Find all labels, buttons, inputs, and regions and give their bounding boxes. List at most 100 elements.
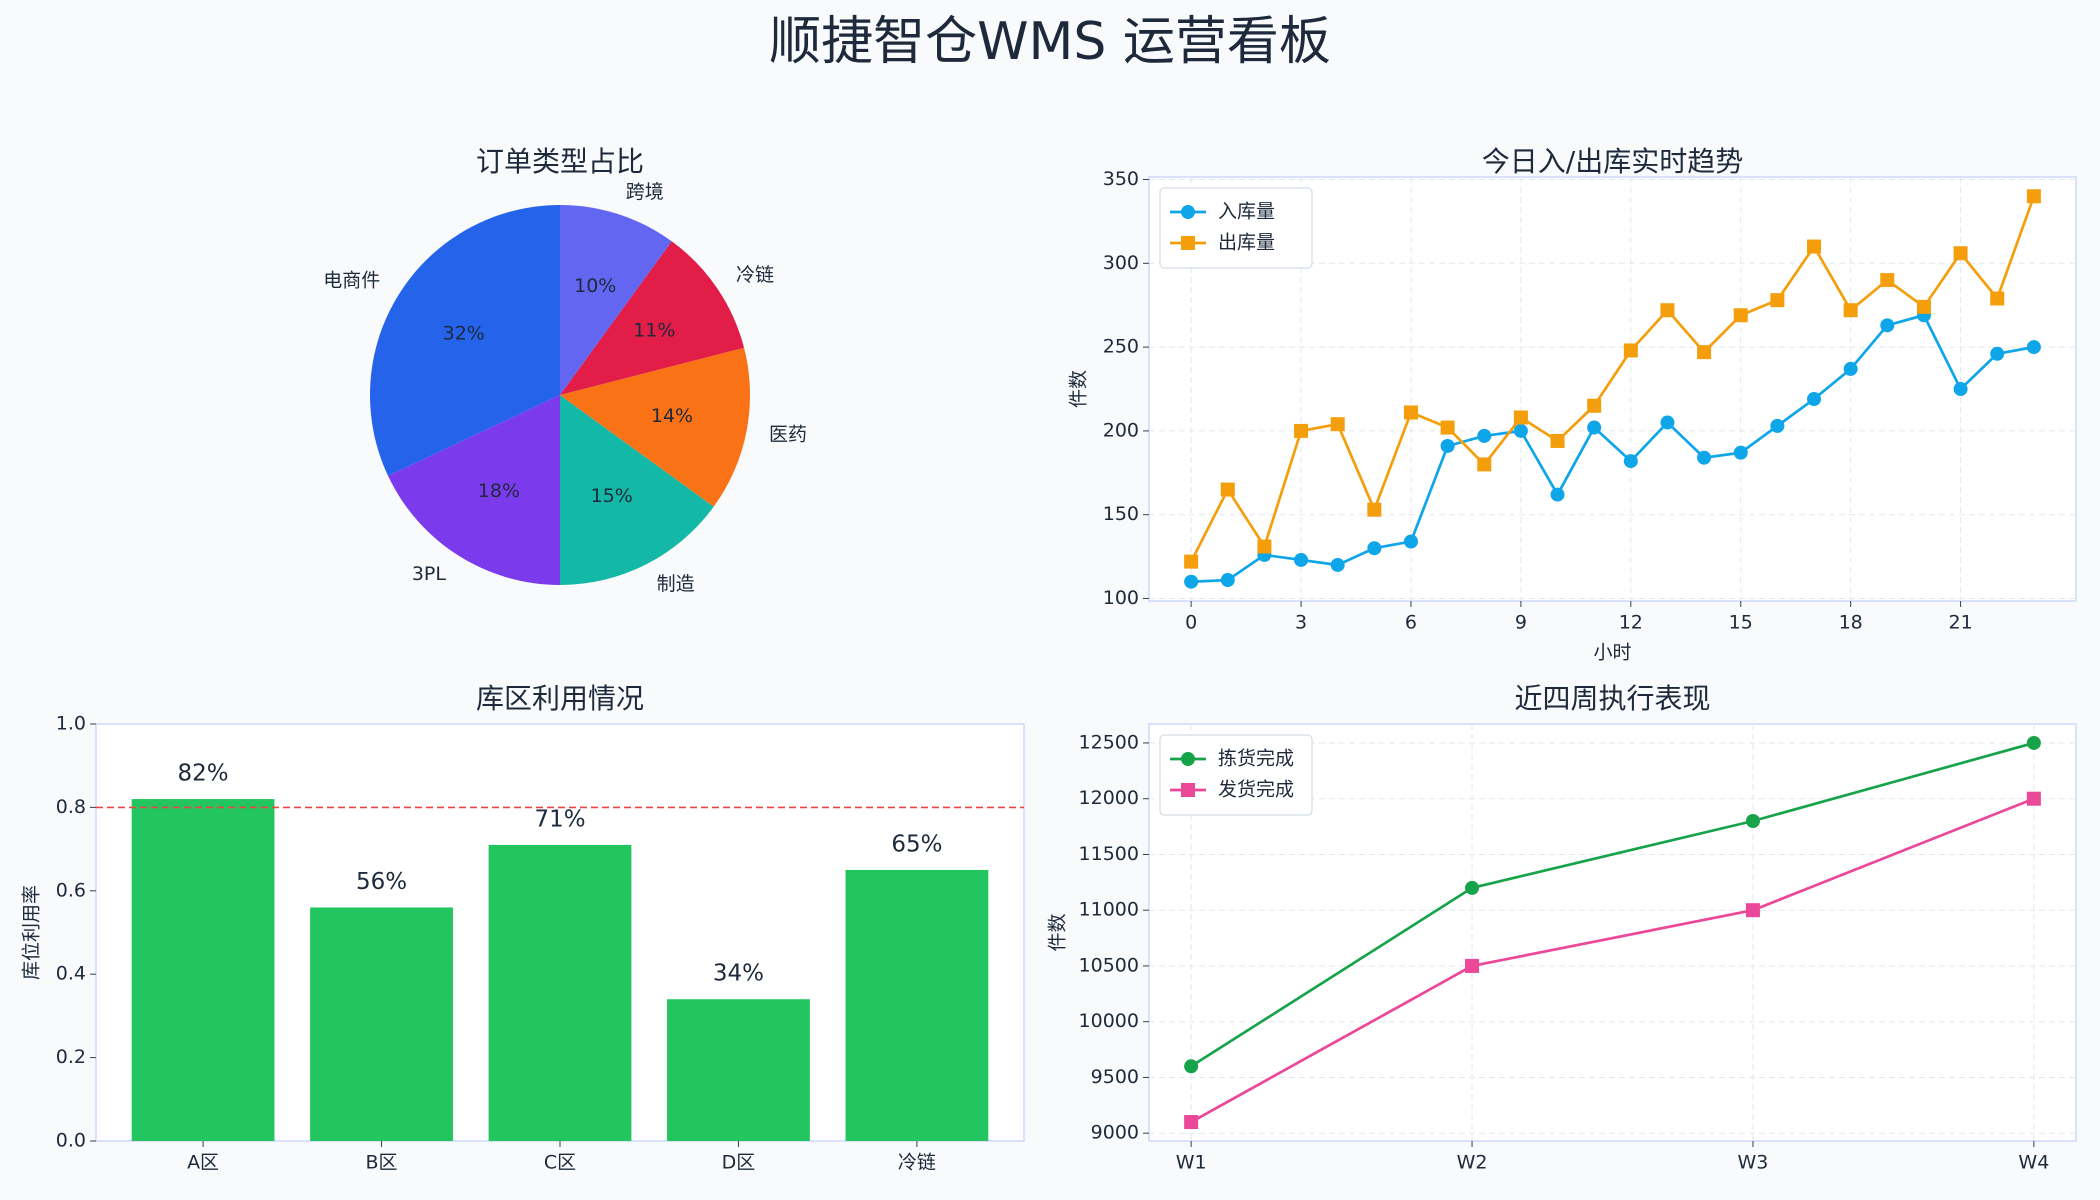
y-tick-label: 0.4 <box>56 963 86 985</box>
data-point <box>1257 539 1272 554</box>
x-tick-label: W3 <box>1738 1152 1769 1174</box>
data-point <box>1550 433 1565 448</box>
data-point <box>1367 502 1382 517</box>
data-point <box>1697 345 1712 360</box>
data-point <box>1477 457 1492 472</box>
x-axis-label: 小时 <box>1593 642 1631 664</box>
x-tick-label: 0 <box>1185 612 1197 634</box>
x-tick-label: W4 <box>2018 1152 2049 1174</box>
bar-value-label: 34% <box>713 961 764 987</box>
x-tick-label: 冷链 <box>898 1152 936 1174</box>
slice-value-label: 15% <box>591 485 633 507</box>
slice-value-label: 10% <box>574 275 616 297</box>
x-tick-label: W1 <box>1176 1152 1207 1174</box>
legend-marker <box>1181 783 1195 797</box>
data-point <box>1843 361 1858 376</box>
legend-label: 出库量 <box>1218 232 1275 254</box>
x-tick-label: A区 <box>187 1152 219 1174</box>
data-point <box>1465 958 1480 973</box>
y-tick-label: 200 <box>1103 419 1139 441</box>
bar <box>845 869 989 1141</box>
slice-label: 跨境 <box>626 181 664 203</box>
y-tick-label: 11500 <box>1079 843 1139 865</box>
data-point <box>1587 398 1602 413</box>
data-point <box>1220 482 1235 497</box>
bar-value-label: 56% <box>356 869 407 895</box>
x-tick-label: 6 <box>1405 612 1417 634</box>
y-tick-label: 10000 <box>1079 1010 1139 1032</box>
y-tick-label: 12500 <box>1079 731 1139 753</box>
y-tick-label: 300 <box>1103 252 1139 274</box>
data-point <box>1623 454 1638 469</box>
legend-label: 入库量 <box>1218 201 1275 223</box>
legend-marker <box>1181 236 1195 250</box>
x-tick-label: 18 <box>1839 612 1863 634</box>
bar-value-label: 71% <box>534 806 585 832</box>
data-point <box>1807 239 1822 254</box>
x-tick-label: 12 <box>1619 612 1643 634</box>
data-point <box>1330 417 1345 432</box>
x-tick-label: 15 <box>1729 612 1753 634</box>
data-point <box>1953 382 1968 396</box>
data-point <box>1770 418 1785 433</box>
x-tick-label: 3 <box>1295 612 1307 634</box>
data-point <box>1990 346 2005 361</box>
y-tick-label: 0.2 <box>56 1046 86 1068</box>
data-point <box>1550 487 1565 502</box>
data-point <box>1770 293 1785 308</box>
slice-value-label: 18% <box>478 480 520 502</box>
data-point <box>1733 308 1748 323</box>
data-point <box>1660 415 1675 430</box>
chart-title: 订单类型占比 <box>476 145 644 178</box>
data-point <box>1184 1115 1199 1130</box>
data-point <box>1587 420 1602 435</box>
data-point <box>1807 392 1822 407</box>
data-point <box>1660 303 1675 318</box>
legend-marker <box>1181 752 1195 766</box>
data-point <box>1843 303 1858 318</box>
legend-label: 拣货完成 <box>1218 748 1294 770</box>
data-point <box>1477 428 1492 443</box>
y-tick-label: 0.0 <box>56 1130 86 1152</box>
y-tick-label: 350 <box>1103 168 1139 190</box>
chart-title: 近四周执行表现 <box>1514 682 1710 715</box>
x-tick-label: W2 <box>1457 1152 1488 1174</box>
data-point <box>1880 273 1895 288</box>
data-point <box>1367 541 1382 556</box>
data-point <box>1990 291 2005 306</box>
pie-slice <box>388 395 560 585</box>
slice-label: 制造 <box>657 573 695 595</box>
data-point <box>1184 554 1199 569</box>
x-tick-label: B区 <box>366 1152 398 1174</box>
y-axis-label: 件数 <box>1047 913 1069 951</box>
data-point <box>1916 299 1931 314</box>
pie-slice <box>560 347 750 507</box>
series-line <box>1190 741 2035 1068</box>
chart-title: 今日入/出库实时趋势 <box>1482 145 1743 178</box>
bar-value-label: 65% <box>891 831 942 857</box>
data-point <box>1745 903 1760 918</box>
data-point <box>1953 246 1968 261</box>
y-tick-label: 10500 <box>1079 954 1139 976</box>
y-axis-label: 件数 <box>1068 370 1090 408</box>
data-point <box>1294 552 1309 567</box>
data-point <box>1733 445 1748 460</box>
slice-value-label: 32% <box>443 322 485 344</box>
slice-label: 冷链 <box>736 264 774 286</box>
legend <box>1159 187 1313 269</box>
x-tick-label: D区 <box>722 1152 756 1174</box>
y-tick-label: 1.0 <box>56 713 86 735</box>
y-tick-label: 12000 <box>1079 787 1139 809</box>
data-point <box>1880 318 1895 333</box>
slice-value-label: 11% <box>633 319 675 341</box>
y-tick-label: 150 <box>1103 503 1139 525</box>
y-tick-label: 9000 <box>1091 1122 1139 1144</box>
data-point <box>1745 814 1760 829</box>
slice-label: 电商件 <box>323 269 380 291</box>
bar <box>667 999 810 1141</box>
data-point <box>1220 573 1235 588</box>
data-point <box>1697 450 1712 465</box>
data-point <box>1465 880 1480 895</box>
pie-slice <box>560 205 672 395</box>
